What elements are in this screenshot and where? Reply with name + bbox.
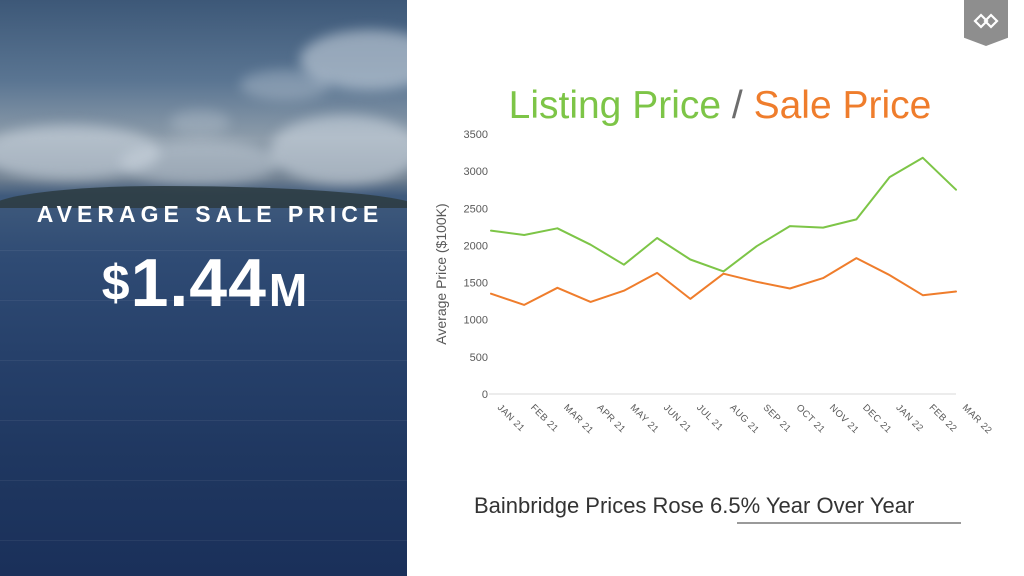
y-tick-label: 1500 <box>464 278 488 290</box>
x-tick-label: APR 21 <box>595 402 628 435</box>
x-tick-label: MAR 21 <box>561 402 595 436</box>
y-tick-label: 2500 <box>464 203 488 215</box>
chart-title: Listing Price / Sale Price <box>440 84 1000 128</box>
diamond-logo-icon <box>973 13 999 29</box>
hero-value-unit: M <box>268 264 309 316</box>
x-tick-label: OCT 21 <box>794 402 827 435</box>
y-tick-label: 3500 <box>464 129 488 141</box>
x-tick-label: JUL 21 <box>694 402 725 433</box>
chart-title-separator: / <box>731 84 743 127</box>
y-tick-label: 0 <box>482 389 488 401</box>
chart-title-sale: Sale Price <box>753 84 932 127</box>
x-tick-label: DEC 21 <box>860 402 893 435</box>
y-axis-label: Average Price ($100K) <box>433 203 449 344</box>
x-tick-label: AUG 21 <box>727 402 761 436</box>
footer-caption: Bainbridge Prices Rose 6.5% Year Over Ye… <box>474 493 914 519</box>
x-tick-label: FEB 21 <box>528 402 560 434</box>
x-tick-label: NOV 21 <box>827 402 861 436</box>
y-tick-label: 1000 <box>464 315 488 327</box>
listing-price-line <box>490 156 957 273</box>
hero-value-prefix: $ <box>101 255 131 311</box>
footer-highlight-underline <box>737 522 961 524</box>
hero-value-number: 1.44 <box>130 245 267 321</box>
x-tick-label: MAR 22 <box>960 402 994 436</box>
x-tick-label: JAN 22 <box>893 402 925 434</box>
hero-background-photo <box>0 0 407 576</box>
shoreline-hills <box>0 186 407 208</box>
hero-label: AVERAGE SALE PRICE <box>36 201 384 227</box>
hero-value: $1.44M <box>0 244 410 322</box>
sale-price-line <box>490 257 957 306</box>
y-tick-label: 3000 <box>464 166 488 178</box>
x-tick-label: JUN 21 <box>661 402 693 434</box>
x-tick-label: FEB 22 <box>927 402 959 434</box>
x-tick-label: MAY 21 <box>628 402 661 435</box>
footer-highlight: 6.5% Year Over Year <box>710 493 915 518</box>
chart-title-listing: Listing Price <box>508 84 722 127</box>
x-tick-label: JAN 21 <box>495 402 527 434</box>
price-line-chart: 0 500 1000 1500 2000 2500 3000 3500 Average Pric… <box>433 129 994 437</box>
x-tick-label: SEP 21 <box>761 402 794 435</box>
footer-lead: Bainbridge Prices Rose <box>474 493 704 518</box>
y-tick-label: 500 <box>470 352 488 364</box>
y-tick-label: 2000 <box>464 240 488 252</box>
brand-badge <box>964 0 1008 46</box>
